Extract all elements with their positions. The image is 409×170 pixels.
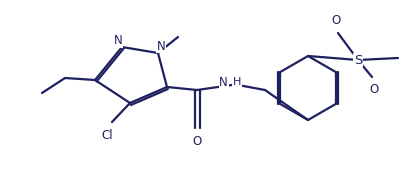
Text: N: N <box>157 39 165 53</box>
Text: H: H <box>233 77 241 87</box>
Text: O: O <box>192 135 202 148</box>
Text: Cl: Cl <box>101 129 113 142</box>
Text: S: S <box>354 54 362 66</box>
Text: N: N <box>219 75 228 89</box>
Text: N: N <box>114 35 122 47</box>
Text: O: O <box>369 83 379 96</box>
Text: O: O <box>331 14 341 27</box>
